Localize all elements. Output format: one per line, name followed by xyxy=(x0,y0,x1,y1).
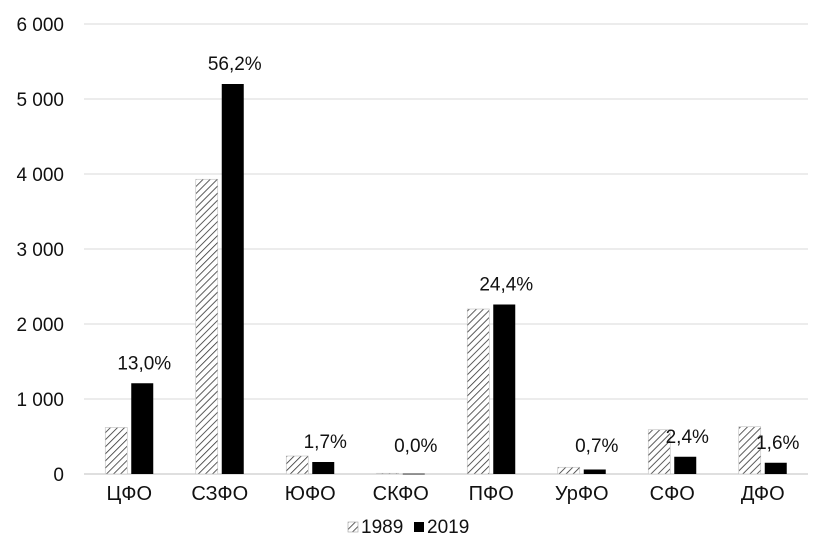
category-label: СФО xyxy=(650,483,695,505)
bar-1989-7 xyxy=(647,429,671,475)
category-label: УрФО xyxy=(555,483,609,505)
y-tick-label: 6 000 xyxy=(16,15,64,36)
data-label: 1,6% xyxy=(756,433,799,454)
y-tick-label: 4 000 xyxy=(16,165,64,186)
y-tick-label: 3 000 xyxy=(16,240,64,261)
y-tick-label: 0 xyxy=(53,465,64,486)
bars xyxy=(104,84,787,475)
data-label: 13,0% xyxy=(117,353,171,374)
bar-1989-2 xyxy=(195,178,219,475)
data-label: 2,4% xyxy=(666,427,709,448)
data-labels: 13,0% 56,2% 1,7% 0,0% 24,4% 0,7% 2,4% 1,6% xyxy=(117,54,799,457)
data-label: 0,0% xyxy=(394,436,437,457)
bar-2019-7 xyxy=(674,456,697,474)
legend-label: 2019 xyxy=(427,517,469,538)
legend-label: 1989 xyxy=(361,517,403,538)
bar-2019-6 xyxy=(583,469,606,474)
category-label: СЗФО xyxy=(191,483,248,505)
y-tick-label: 1 000 xyxy=(16,390,64,411)
legend-swatch-1989 xyxy=(347,521,359,533)
bar-1989-8 xyxy=(738,426,762,475)
y-tick-label: 2 000 xyxy=(16,315,64,336)
category-labels: ЦФО СЗФО ЮФО СКФО ПФО УрФО СФО ДФО xyxy=(106,483,784,505)
category-label: ПФО xyxy=(469,483,514,505)
bar-2019-2 xyxy=(221,84,244,474)
category-label: ЮФО xyxy=(285,483,336,505)
data-label: 0,7% xyxy=(575,436,618,457)
y-axis-ticks: 0 1 000 2 000 3 000 4 000 5 000 6 000 xyxy=(16,15,64,486)
bar-1989-6 xyxy=(557,466,581,475)
category-label: ДФО xyxy=(741,483,785,505)
data-label: 1,7% xyxy=(304,432,347,453)
bar-1989-4 xyxy=(376,472,400,475)
bar-2019-4 xyxy=(402,473,425,475)
data-label: 56,2% xyxy=(208,54,262,75)
bar-1989-1 xyxy=(104,427,128,475)
category-label: ЦФО xyxy=(106,483,152,505)
data-label: 24,4% xyxy=(479,275,533,296)
legend-swatch-2019 xyxy=(414,522,424,532)
bar-2019-1 xyxy=(131,383,154,474)
bar-2019-3 xyxy=(312,462,335,474)
bar-1989-5 xyxy=(466,308,490,475)
y-tick-label: 5 000 xyxy=(16,90,64,111)
bar-1989-3 xyxy=(285,455,309,475)
bar-2019-8 xyxy=(764,462,787,474)
category-label: СКФО xyxy=(373,483,429,505)
legend: 1989 2019 xyxy=(347,517,469,538)
gridlines xyxy=(84,23,808,475)
bar-2019-5 xyxy=(493,304,516,474)
